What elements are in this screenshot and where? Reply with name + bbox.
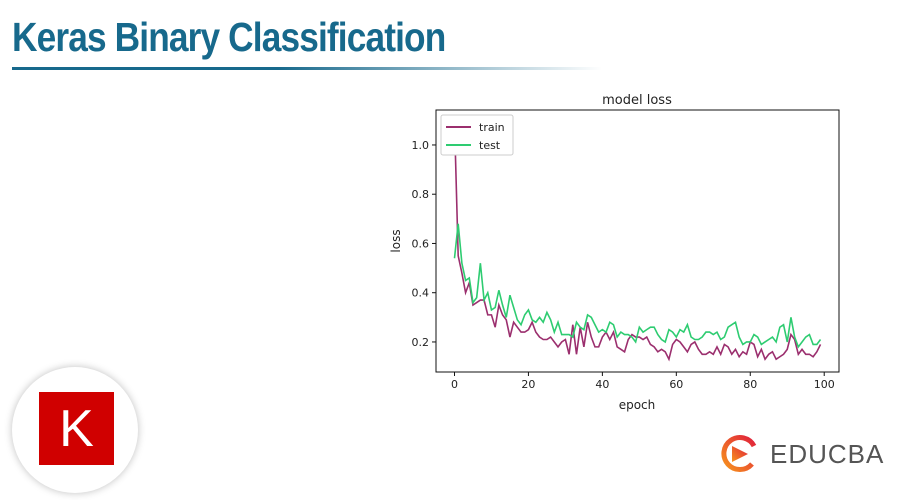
legend-train-label: train: [479, 121, 505, 134]
y-tick-label: 0.8: [412, 188, 430, 201]
keras-logo: K: [39, 392, 114, 465]
plot-frame: [435, 109, 840, 373]
educba-wordmark: EDUCBA: [770, 438, 885, 469]
x-tick-label: 60: [669, 378, 683, 391]
page-title: Keras Binary Classification: [12, 14, 446, 60]
educba-play-icon: [721, 435, 757, 473]
series-line-train: [453, 120, 822, 362]
y-axis-label: loss: [389, 229, 403, 252]
title-underline: [12, 67, 602, 70]
x-tick-label: 40: [595, 378, 609, 391]
legend: train test: [440, 114, 514, 156]
series-line-test: [453, 223, 822, 349]
chart-title: model loss: [602, 93, 672, 108]
y-tick-label: 1.0: [412, 139, 430, 152]
x-tick-label: 80: [743, 378, 757, 391]
educba-logo: EDUCBA: [718, 434, 884, 474]
y-tick-label: 0.2: [412, 336, 430, 349]
x-tick-label: 20: [521, 378, 535, 391]
x-tick-label: 0: [451, 378, 458, 391]
x-tick-label: 100: [814, 378, 835, 391]
y-tick-label: 0.4: [412, 287, 430, 300]
x-axis-label: epoch: [619, 398, 656, 412]
y-tick-label: 0.6: [412, 237, 430, 250]
legend-test-label: test: [479, 139, 501, 152]
